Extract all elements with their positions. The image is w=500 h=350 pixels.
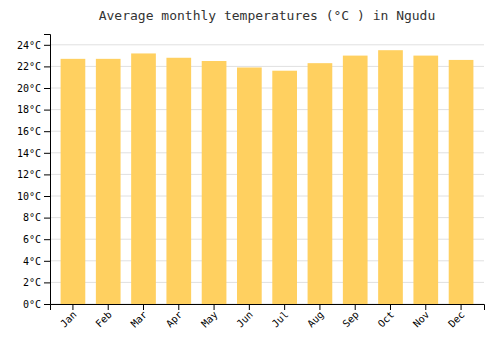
title: Average monthly temperatures (°C ) in Ng… xyxy=(99,8,436,23)
tick: 6°C xyxy=(23,234,50,245)
tick-mark xyxy=(214,304,215,310)
tick-label: Sep xyxy=(340,309,361,330)
tick-mark xyxy=(143,304,144,310)
tick-label: 12°C xyxy=(17,169,41,180)
chart: 0°C 2°C 4°C 6°C 8°C 10°C 12°C 14°C 16°C 18°C 20°C 2… xyxy=(0,0,500,350)
tick-mark xyxy=(178,304,179,310)
tick-mark xyxy=(44,66,50,67)
tick-mark xyxy=(72,304,73,310)
tick-label: Jan xyxy=(58,309,79,330)
tick-label: Nov xyxy=(411,309,432,330)
tick: 16°C xyxy=(17,126,50,137)
tick: Feb xyxy=(93,304,114,330)
tick-label: 14°C xyxy=(17,148,41,159)
tick-mark xyxy=(461,304,462,310)
tick-label: Mar xyxy=(129,309,150,330)
bar xyxy=(449,60,474,304)
tick-label: Dec xyxy=(446,309,467,330)
axis-line xyxy=(51,305,485,311)
bar xyxy=(413,56,438,304)
tick-mark xyxy=(44,153,50,154)
plot: 0°C 2°C 4°C 6°C 8°C 10°C 12°C 14°C 16°C 18°C 20°C 2… xyxy=(17,35,485,330)
tick-mark xyxy=(108,304,109,310)
tick-mark xyxy=(44,131,50,132)
tick-label: Jun xyxy=(234,309,255,330)
tick-label: 2°C xyxy=(23,277,41,288)
bar xyxy=(272,71,297,304)
tick-label: 6°C xyxy=(23,234,41,245)
tick: Jul xyxy=(270,304,291,330)
tick: 14°C xyxy=(17,148,50,159)
tick-mark xyxy=(44,239,50,240)
tick-mark xyxy=(44,45,50,46)
y-axis: 0°C 2°C 4°C 6°C 8°C 10°C 12°C 14°C 16°C 18°C 20°C 2… xyxy=(17,35,51,310)
bar xyxy=(237,67,262,304)
tick-label: May xyxy=(199,309,220,330)
grid xyxy=(50,45,484,304)
bar xyxy=(378,50,403,304)
tick: 0°C xyxy=(23,299,50,310)
tick-mark xyxy=(249,304,250,310)
tick: Apr xyxy=(164,304,185,330)
tick: May xyxy=(199,304,220,330)
tick-label: 4°C xyxy=(23,256,41,267)
bar xyxy=(131,53,156,304)
tick: 2°C xyxy=(23,277,50,288)
tick: 24°C xyxy=(17,40,50,51)
tick: Dec xyxy=(446,304,467,330)
tick: Oct xyxy=(376,304,397,330)
marks xyxy=(61,50,474,304)
tick-label: Oct xyxy=(376,309,397,330)
tick: 4°C xyxy=(23,256,50,267)
x-axis: Jan Feb Mar Apr May Jun Jul Aug Sep Oct Nov Dec xyxy=(51,304,485,330)
tick-label: 10°C xyxy=(17,191,41,202)
bar xyxy=(61,59,86,304)
tick-mark xyxy=(44,110,50,111)
bar xyxy=(166,58,191,304)
tick-mark xyxy=(44,218,50,219)
tick-label: 0°C xyxy=(23,299,41,310)
tick-label: 22°C xyxy=(17,61,41,72)
tick-label: Jul xyxy=(270,309,291,330)
tick: Sep xyxy=(340,304,361,330)
tick: 20°C xyxy=(17,83,50,94)
tick: Aug xyxy=(305,304,326,330)
bar xyxy=(343,56,368,304)
grid-line xyxy=(50,44,484,45)
tick-label: Aug xyxy=(305,309,326,330)
tick-mark xyxy=(284,304,285,310)
bar xyxy=(202,61,227,304)
tick: Nov xyxy=(411,304,432,330)
bar xyxy=(96,59,121,304)
tick: 12°C xyxy=(17,169,50,180)
tick: 22°C xyxy=(17,61,50,72)
axis-line xyxy=(44,35,51,305)
tick: Jun xyxy=(234,304,255,330)
tick: Mar xyxy=(129,304,150,330)
tick: 18°C xyxy=(17,104,50,115)
tick: 10°C xyxy=(17,191,50,202)
tick-mark xyxy=(355,304,356,310)
tick-label: Feb xyxy=(93,309,114,330)
tick-mark xyxy=(319,304,320,310)
tick-mark xyxy=(44,196,50,197)
tick-label: Apr xyxy=(164,309,185,330)
tick-mark xyxy=(44,282,50,283)
tick-mark xyxy=(390,304,391,310)
tick-mark xyxy=(44,88,50,89)
tick-label: 16°C xyxy=(17,126,41,137)
tick-label: 8°C xyxy=(23,212,41,223)
tick: 8°C xyxy=(23,212,50,223)
tick: Jan xyxy=(58,304,79,330)
tick-mark xyxy=(44,261,50,262)
tick-label: 20°C xyxy=(17,83,41,94)
tick-mark xyxy=(425,304,426,310)
tick-label: 24°C xyxy=(17,40,41,51)
tick-mark xyxy=(44,174,50,175)
tick-label: 18°C xyxy=(17,104,41,115)
bar xyxy=(308,63,333,304)
tick-mark xyxy=(44,304,50,305)
